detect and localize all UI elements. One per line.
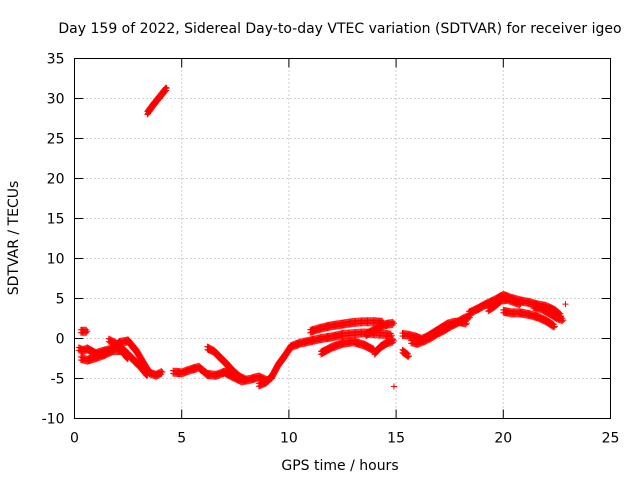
y-tick-label: 15 [47,212,65,228]
y-tick-label: 35 [47,52,65,68]
chart-title: Day 159 of 2022, Sidereal Day-to-day VTE… [58,21,621,37]
x-axis-title: GPS time / hours [281,458,398,474]
x-tick-label: 15 [387,431,405,447]
data-point [162,88,169,95]
data-point [163,85,170,92]
data-point [84,328,91,335]
data-point [241,378,248,385]
data-point [390,383,397,390]
y-tick-label: -5 [51,372,65,388]
x-tick-label: 5 [177,431,186,447]
data-point [405,353,412,360]
x-tick-label: 25 [602,431,620,447]
grid [74,58,611,419]
series-arc-h [307,317,387,336]
y-tick-label: 0 [56,332,65,348]
y-axis-title: SDTVAR / TECUs [6,181,22,296]
data-point [516,302,523,309]
data-points [75,84,569,390]
x-tick-label: 20 [494,431,512,447]
series-arc-o [408,311,475,348]
data-point [562,301,569,308]
series-arc-g [255,328,395,390]
data-point [144,372,151,379]
data-point [559,318,566,325]
series-arc-c [105,335,151,379]
plot-frame [74,58,611,419]
axis-ticks: 0 5 10 15 20 25 -10 -5 0 5 10 15 20 25 30 35 [42,52,620,447]
series-arc-d [77,326,91,336]
series-arc-k [371,336,397,358]
series-arc-r [500,306,558,331]
data-point [143,372,150,379]
data-point [390,320,397,327]
x-tick-label: 0 [70,431,79,447]
series-arc-j [363,318,397,339]
series-arc-m [390,383,397,390]
series-arc-e [170,362,271,386]
data-point [159,369,166,376]
series-arc-q [485,294,524,315]
data-point [517,301,524,308]
series-arc-high [144,84,170,118]
y-tick-label: 20 [47,172,65,188]
data-point [462,321,469,328]
data-point [243,377,250,384]
series-arc-t [562,301,569,308]
series-arc-s [530,302,567,325]
series-arc-l [399,346,412,360]
data-point [560,317,567,324]
y-tick-label: 5 [56,292,65,308]
data-point [405,353,412,360]
x-tick-label: 10 [280,431,298,447]
y-tick-label: 25 [47,132,65,148]
data-point [390,337,397,344]
series-arc-f [204,343,250,385]
y-tick-label: -10 [42,412,65,428]
data-point [550,324,557,331]
y-tick-label: 10 [47,252,65,268]
y-tick-label: 30 [47,92,65,108]
data-point [551,323,558,330]
